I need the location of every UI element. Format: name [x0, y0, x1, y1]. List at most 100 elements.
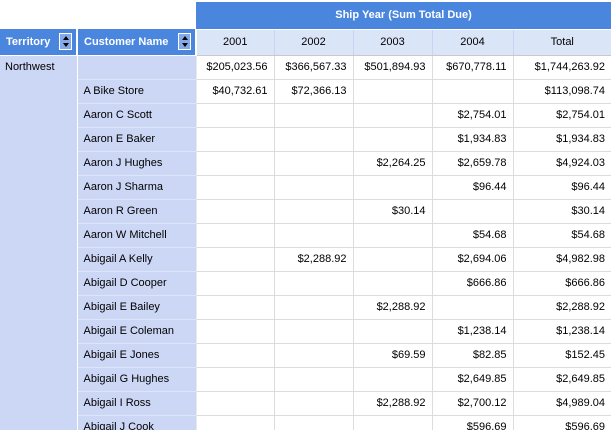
customer-cell: Aaron R Green — [77, 199, 197, 224]
value-cell — [432, 199, 514, 224]
value-cell — [274, 151, 354, 176]
sort-desc-icon — [62, 43, 69, 48]
customer-cell: Aaron E Baker — [77, 127, 197, 152]
value-cell — [353, 415, 433, 430]
territory-header-label: Territory — [6, 35, 51, 48]
value-cell: $72,366.13 — [274, 79, 354, 104]
value-cell — [196, 151, 275, 176]
value-cell — [196, 319, 275, 344]
value-cell: $54.68 — [432, 223, 514, 248]
table-row: Aaron R Green $30.14 $30.14 — [0, 199, 611, 224]
value-cell: $2,649.85 — [513, 367, 611, 392]
value-cell — [196, 103, 275, 128]
table-row: A Bike Store $40,732.61 $72,366.13 $113,098… — [0, 79, 611, 104]
value-cell: $1,238.14 — [432, 319, 514, 344]
value-cell — [196, 295, 275, 320]
table-row: Abigail I Ross $2,288.92 $2,700.12 $4,989.0… — [0, 391, 611, 416]
customer-cell: A Bike Store — [77, 79, 197, 104]
value-cell — [353, 247, 433, 272]
value-cell — [274, 223, 354, 248]
value-cell: $501,894.93 — [353, 55, 433, 80]
value-cell — [274, 367, 354, 392]
value-cell: $2,288.92 — [353, 391, 433, 416]
value-cell: $2,754.01 — [432, 103, 514, 128]
customer-header-label: Customer Name — [84, 35, 169, 48]
value-cell — [353, 367, 433, 392]
value-cell — [196, 343, 275, 368]
table-row: Aaron W Mitchell $54.68 $54.68 — [0, 223, 611, 248]
value-cell — [196, 199, 275, 224]
value-cell — [274, 295, 354, 320]
value-cell: $2,754.01 — [513, 103, 611, 128]
value-cell: $4,924.03 — [513, 151, 611, 176]
customer-cell: Abigail A Kelly — [77, 247, 197, 272]
corner-blank-territory — [0, 1, 77, 29]
value-cell — [274, 127, 354, 152]
value-cell — [353, 175, 433, 200]
customer-cell: Aaron J Sharma — [77, 175, 197, 200]
table-row: Aaron J Hughes $2,264.25 $2,659.78 $4,924.0… — [0, 151, 611, 176]
customer-cell: Abigail E Bailey — [77, 295, 197, 320]
value-cell — [353, 319, 433, 344]
value-cell — [274, 271, 354, 296]
banner-ship-year: Ship Year (Sum Total Due) — [196, 0, 611, 30]
territory-cell: Northwest — [0, 55, 78, 430]
value-cell — [196, 175, 275, 200]
value-cell: $670,778.11 — [432, 55, 514, 80]
value-cell: $2,659.78 — [432, 151, 514, 176]
value-cell — [196, 127, 275, 152]
customer-cell: Abigail G Hughes — [77, 367, 197, 392]
value-cell: $54.68 — [513, 223, 611, 248]
value-cell: $96.44 — [513, 175, 611, 200]
value-cell — [353, 127, 433, 152]
value-cell — [274, 175, 354, 200]
value-cell — [274, 199, 354, 224]
table-row: Abigail E Bailey $2,288.92 $2,288.92 — [0, 295, 611, 320]
value-cell — [196, 415, 275, 430]
value-cell: $2,288.92 — [513, 295, 611, 320]
table-row: Aaron E Baker $1,934.83 $1,934.83 — [0, 127, 611, 152]
banner-row: Ship Year (Sum Total Due) — [0, 0, 611, 30]
table-body: Northwest $205,023.56 $366,567.33 $501,894.… — [0, 55, 611, 430]
value-cell: $2,288.92 — [353, 295, 433, 320]
value-cell — [196, 271, 275, 296]
sort-asc-icon — [181, 36, 188, 41]
customer-cell: Abigail D Cooper — [77, 271, 197, 296]
value-cell: $82.85 — [432, 343, 514, 368]
value-cell: $596.69 — [513, 415, 611, 430]
value-cell: $666.86 — [513, 271, 611, 296]
value-cell: $40,732.61 — [196, 79, 275, 104]
column-header-2003: 2003 — [352, 29, 432, 56]
column-header-customer-name[interactable]: Customer Name — [77, 29, 197, 56]
value-cell: $1,744,263.92 — [513, 55, 611, 80]
table-row: Aaron J Sharma $96.44 $96.44 — [0, 175, 611, 200]
value-cell — [353, 223, 433, 248]
value-cell — [196, 223, 275, 248]
column-header-territory[interactable]: Territory — [0, 29, 78, 56]
corner-blank-customer — [77, 1, 196, 29]
column-header-total: Total — [512, 29, 611, 56]
value-cell: $2,649.85 — [432, 367, 514, 392]
value-cell: $2,288.92 — [274, 247, 354, 272]
table-row: Northwest $205,023.56 $366,567.33 $501,894.… — [0, 55, 611, 430]
value-cell: $1,238.14 — [513, 319, 611, 344]
sort-up-down-icon[interactable] — [178, 33, 191, 51]
table-row: Abigail D Cooper $666.86 $666.86 — [0, 271, 611, 296]
value-cell: $1,934.83 — [432, 127, 514, 152]
value-cell: $366,567.33 — [274, 55, 354, 80]
sort-up-down-icon[interactable] — [59, 33, 72, 51]
value-cell: $2,700.12 — [432, 391, 514, 416]
value-cell: $205,023.56 — [196, 55, 275, 80]
customer-cell: Aaron C Scott — [77, 103, 197, 128]
customer-cell: Abigail E Coleman — [77, 319, 197, 344]
value-cell — [196, 247, 275, 272]
value-cell — [432, 79, 514, 104]
value-cell: $30.14 — [513, 199, 611, 224]
customer-cell: Abigail I Ross — [77, 391, 197, 416]
value-cell — [196, 367, 275, 392]
table-row: Abigail G Hughes $2,649.85 $2,649.85 — [0, 367, 611, 392]
customer-cell — [77, 55, 197, 80]
value-cell — [274, 319, 354, 344]
value-cell — [353, 79, 433, 104]
